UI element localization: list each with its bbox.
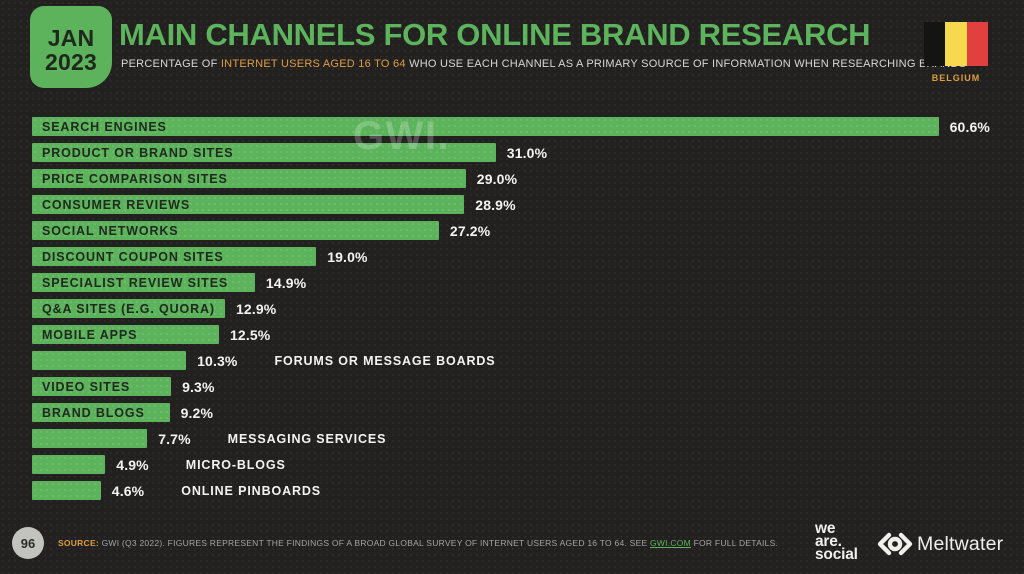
flag-stripe-black <box>924 22 946 66</box>
bar-value: 31.0% <box>506 144 548 161</box>
bar: Q&A SITES (E.G. QUORA) <box>32 299 225 318</box>
bar <box>32 455 106 474</box>
date-badge: JAN 2023 <box>30 6 112 88</box>
page-title: MAIN CHANNELS FOR ONLINE BRAND RESEARCH <box>119 17 871 52</box>
bar-value: 9.2% <box>180 404 214 421</box>
belgium-flag-icon <box>924 22 988 66</box>
bar-row: Q&A SITES (E.G. QUORA) 12.9% <box>32 299 1024 318</box>
bar-value: 14.9% <box>265 274 307 291</box>
bar-label: MOBILE APPS <box>42 327 138 342</box>
bar: CONSUMER REVIEWS <box>32 195 465 214</box>
bar-label: MICRO-BLOGS <box>185 457 286 472</box>
bar-row: MOBILE APPS 12.5% <box>32 325 1024 344</box>
bar-label: FORUMS OR MESSAGE BOARDS <box>274 353 496 368</box>
source-text-2: FOR FULL DETAILS. <box>691 538 779 548</box>
bar-label: VIDEO SITES <box>42 379 131 394</box>
flag-stripe-yellow <box>945 22 967 66</box>
date-badge-year: 2023 <box>45 49 97 75</box>
source-text-1: GWI (Q3 2022). FIGURES REPRESENT THE FIN… <box>98 538 651 548</box>
bar-row: DISCOUNT COUPON SITES 19.0% <box>32 247 1024 266</box>
bar: BRAND BLOGS <box>32 403 170 422</box>
bar: MOBILE APPS <box>32 325 219 344</box>
was-logo-line-2: are. <box>815 532 842 550</box>
bar-value: 4.6% <box>111 482 145 499</box>
bar-label: DISCOUNT COUPON SITES <box>42 249 224 264</box>
country-indicator: BELGIUM <box>924 22 988 83</box>
bar <box>32 481 101 500</box>
gwi-link[interactable]: GWI.COM <box>650 538 691 548</box>
meltwater-eye-icon <box>877 532 913 556</box>
country-label: BELGIUM <box>931 73 981 83</box>
bar <box>32 351 187 370</box>
bar-value: 29.0% <box>476 170 518 187</box>
bar-row: 7.7% MESSAGING SERVICES <box>32 429 1024 448</box>
bar-value: 19.0% <box>327 248 368 265</box>
bar-value: 12.9% <box>236 300 277 317</box>
bar-row: SEARCH ENGINES 60.6% <box>32 117 1024 136</box>
bar-label: Q&A SITES (E.G. QUORA) <box>42 301 215 316</box>
bar <box>32 429 148 448</box>
bar-label: SOCIAL NETWORKS <box>42 223 179 238</box>
bar-row: 4.9% MICRO-BLOGS <box>32 455 1024 474</box>
bar-chart: SEARCH ENGINES 60.6% PRODUCT OR BRAND SITE… <box>32 117 1024 507</box>
was-logo-line-3: social <box>815 545 858 563</box>
bar-value: 27.2% <box>449 222 491 239</box>
we-are-social-logo: we are. social <box>815 520 858 563</box>
subtitle: PERCENTAGE OF INTERNET USERS AGED 16 TO … <box>121 58 966 70</box>
bar-row: 10.3% FORUMS OR MESSAGE BOARDS <box>32 351 1024 370</box>
bar-value: 9.3% <box>182 378 215 395</box>
bar-value: 28.9% <box>475 196 516 213</box>
bar-row: SOCIAL NETWORKS 27.2% <box>32 221 1024 240</box>
date-badge-month: JAN <box>47 25 95 51</box>
bar-label: CONSUMER REVIEWS <box>42 197 191 212</box>
bar-row: VIDEO SITES 9.3% <box>32 377 1024 396</box>
bar: PRICE COMPARISON SITES <box>32 169 466 188</box>
page-number-badge: 96 <box>12 527 44 559</box>
bar: SOCIAL NETWORKS <box>32 221 439 240</box>
source-note: SOURCE: GWI (Q3 2022). FIGURES REPRESENT… <box>58 538 778 548</box>
bar-label: SPECIALIST REVIEW SITES <box>42 275 229 290</box>
bar-value: 4.9% <box>116 456 149 473</box>
meltwater-wordmark: Meltwater <box>917 532 1004 555</box>
bar-label: MESSAGING SERVICES <box>227 431 387 446</box>
bar-value: 60.6% <box>949 118 990 135</box>
subtitle-highlight: INTERNET USERS AGED 16 TO 64 <box>220 58 406 70</box>
subtitle-prefix: PERCENTAGE OF <box>121 58 221 70</box>
bar-value: 12.5% <box>230 326 271 343</box>
bar-label: PRICE COMPARISON SITES <box>42 171 228 186</box>
bar-value: 10.3% <box>197 352 238 369</box>
bar-label: PRODUCT OR BRAND SITES <box>42 145 234 160</box>
bar-row: SPECIALIST REVIEW SITES 14.9% <box>32 273 1024 292</box>
bar-value: 7.7% <box>158 430 191 447</box>
bar-row: 4.6% ONLINE PINBOARDS <box>32 481 1024 500</box>
subtitle-suffix: WHO USE EACH CHANNEL AS A PRIMARY SOURCE… <box>405 58 967 70</box>
meltwater-logo: Meltwater <box>876 532 1003 556</box>
bar-row: CONSUMER REVIEWS 28.9% <box>32 195 1024 214</box>
bar-row: PRICE COMPARISON SITES 29.0% <box>32 169 1024 188</box>
bar-label: ONLINE PINBOARDS <box>181 483 321 498</box>
bar: SPECIALIST REVIEW SITES <box>32 273 255 292</box>
bar: PRODUCT OR BRAND SITES <box>32 143 496 162</box>
bar: SEARCH ENGINES <box>32 117 939 136</box>
bar-label: BRAND BLOGS <box>42 405 145 420</box>
bar: VIDEO SITES <box>32 377 172 396</box>
bar-label: SEARCH ENGINES <box>42 119 167 134</box>
bar-row: PRODUCT OR BRAND SITES 31.0% <box>32 143 1024 162</box>
bar-row: BRAND BLOGS 9.2% <box>32 403 1024 422</box>
page-number: 96 <box>20 535 36 551</box>
bar: DISCOUNT COUPON SITES <box>32 247 317 266</box>
flag-stripe-red <box>966 22 988 66</box>
was-logo-line-1: we <box>815 520 836 537</box>
source-label: SOURCE: <box>58 538 99 548</box>
